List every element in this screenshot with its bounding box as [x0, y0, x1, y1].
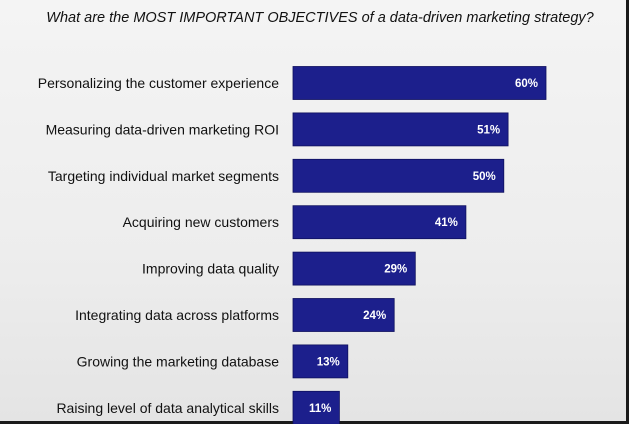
- bar-1: [292, 66, 547, 100]
- bar-3: [292, 158, 505, 193]
- category-label-6: Integrating data across platforms: [75, 307, 279, 323]
- category-label-8: Raising level of data analytical skills: [56, 400, 279, 416]
- category-label-5: Improving data quality: [142, 261, 279, 277]
- bar-2: [292, 112, 509, 147]
- bar-value-label-1: 60%: [515, 78, 538, 90]
- bar-7: [292, 344, 349, 379]
- bar-5: [292, 251, 416, 286]
- category-label-1: Personalizing the customer experience: [38, 75, 279, 91]
- category-label-4: Acquiring new customers: [123, 214, 279, 230]
- bar-value-label-6: 24%: [363, 310, 386, 322]
- bars-layer: 60% Personalizing the customer experience…: [38, 66, 547, 424]
- bar-4: [292, 205, 467, 240]
- bar-value-label-5: 29%: [384, 264, 407, 276]
- bar-8: [292, 390, 340, 424]
- category-label-2: Measuring data-driven marketing ROI: [46, 121, 279, 137]
- bar-value-label-4: 41%: [435, 217, 458, 229]
- bar-value-label-7: 13%: [317, 356, 340, 368]
- category-label-3: Targeting individual market segments: [48, 168, 279, 184]
- bar-value-label-8: 11%: [309, 403, 331, 415]
- bar-6: [292, 298, 395, 332]
- bar-value-label-3: 50%: [473, 171, 496, 183]
- chart-title: What are the MOST IMPORTANT OBJECTIVES o…: [46, 10, 594, 26]
- category-label-7: Growing the marketing database: [77, 353, 280, 369]
- bar-value-label-2: 51%: [477, 124, 500, 136]
